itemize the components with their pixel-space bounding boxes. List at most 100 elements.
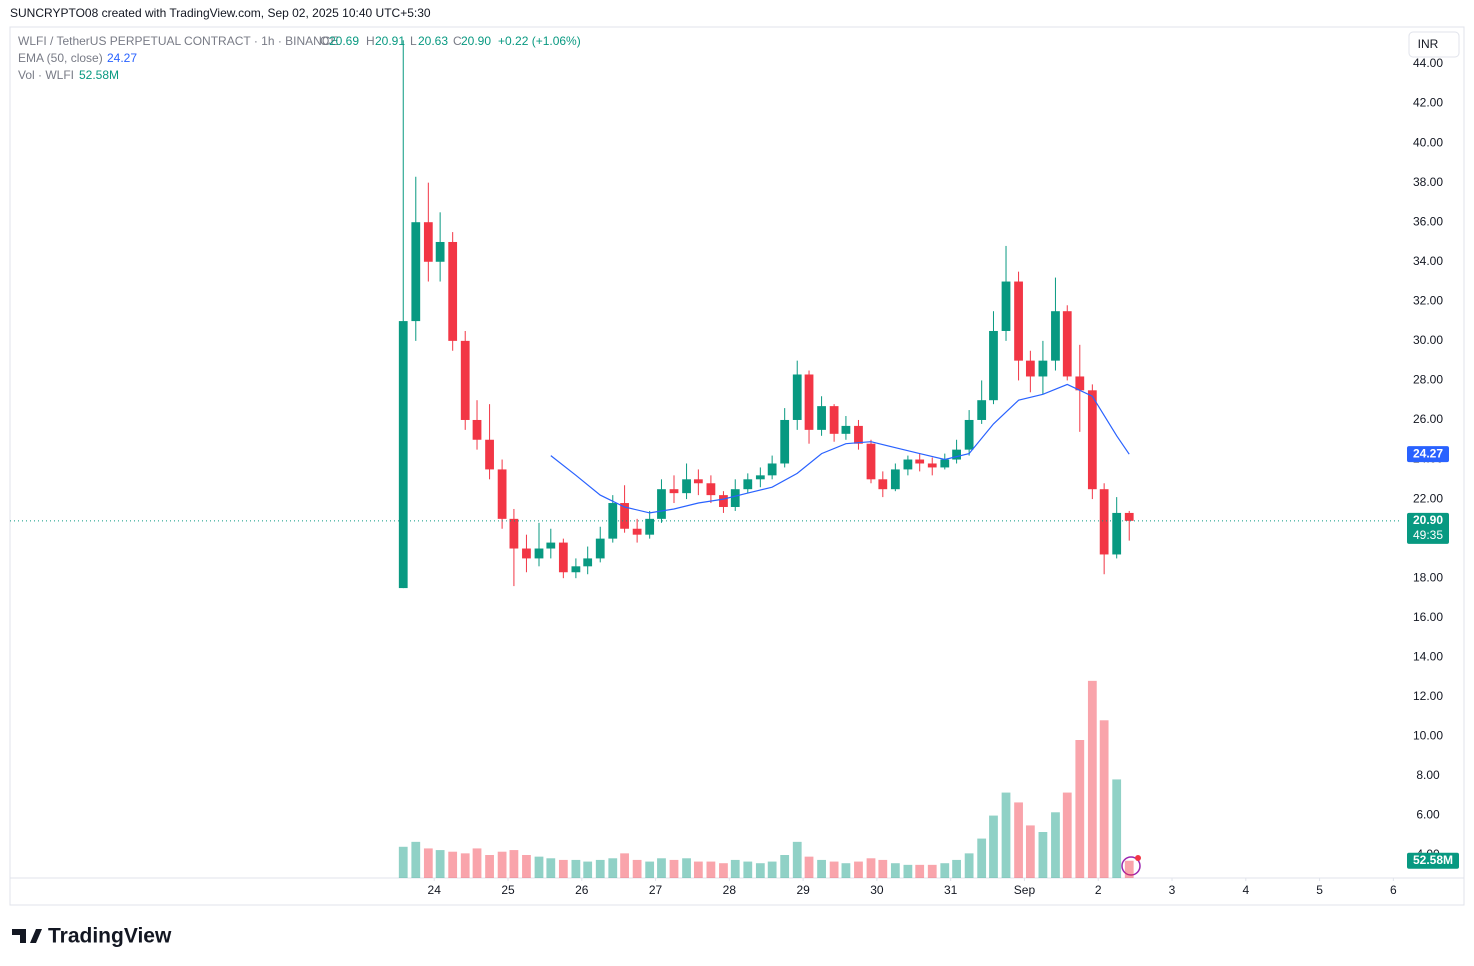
change: +0.22 (+1.06%) <box>498 34 581 48</box>
volume-bar <box>472 848 482 878</box>
vol-value: 52.58M <box>79 68 119 82</box>
candle-body <box>1051 311 1060 361</box>
volume-bar <box>534 856 544 878</box>
candle-body <box>854 425 863 444</box>
candle-body <box>767 463 777 476</box>
ema-tag-label: 24.27 <box>1413 446 1443 460</box>
volume-bar <box>755 863 765 878</box>
candle-body <box>878 479 888 490</box>
currency-button[interactable] <box>1408 31 1460 58</box>
volume-bar <box>1112 779 1122 878</box>
legend: WLFI / TetherUS PERPETUAL CONTRACT · 1h … <box>18 34 581 82</box>
candle-body <box>927 463 937 468</box>
symbol: WLFI / TetherUS PERPETUAL CONTRACT · 1h … <box>18 34 339 48</box>
candle-body <box>1062 311 1072 377</box>
x-tick-label: 28 <box>723 883 737 897</box>
volume-bar <box>448 851 458 878</box>
alert-icon[interactable] <box>1121 856 1141 876</box>
x-tick-label: 24 <box>428 883 442 897</box>
y-tick-label: 42.00 <box>1413 96 1443 110</box>
logo-icon <box>12 929 42 943</box>
alert-dot <box>1135 855 1141 861</box>
candle-body <box>1025 360 1035 377</box>
volume-bar <box>706 861 716 878</box>
candle-body <box>866 443 876 480</box>
volume-bar <box>804 856 814 878</box>
x-tick-label: 25 <box>501 883 515 897</box>
h-value: 20.91 <box>375 34 405 48</box>
candle-body <box>730 489 740 507</box>
volume-bar <box>1087 680 1097 878</box>
countdown: 49:35 <box>1413 528 1443 542</box>
volume-bar <box>669 859 679 878</box>
candle-body <box>780 419 790 464</box>
volume-bar <box>423 848 433 878</box>
candle-body <box>448 241 458 341</box>
volume-bar <box>866 858 876 878</box>
x-tick-label: 6 <box>1390 883 1397 897</box>
h-key: H <box>366 34 375 48</box>
volume-bar <box>1025 825 1035 878</box>
candle-body <box>460 340 470 420</box>
volume-bar <box>743 861 753 878</box>
candle-body <box>792 374 802 420</box>
volume-bar <box>522 855 531 878</box>
candle-body <box>693 479 703 484</box>
x-tick-label: 5 <box>1316 883 1323 897</box>
volume-tag <box>1407 852 1459 869</box>
volume-bar <box>497 851 507 878</box>
candle-body <box>1038 360 1048 377</box>
candle-body <box>583 558 593 567</box>
volume-bar <box>854 861 863 878</box>
volume-bar <box>1124 860 1134 878</box>
volume-bar <box>645 861 655 878</box>
candles <box>398 40 1134 878</box>
volume-bar <box>1014 802 1023 878</box>
ema-value: 24.27 <box>107 51 137 65</box>
volume-bar <box>817 859 826 878</box>
candle-body <box>817 406 826 430</box>
volume-bar <box>435 850 445 878</box>
candle-body <box>595 538 605 559</box>
o-value: 20.69 <box>329 34 359 48</box>
currency[interactable]: INR <box>1418 37 1439 51</box>
candle-body <box>682 479 691 494</box>
y-tick-label: 32.00 <box>1413 293 1443 307</box>
x-tick-label: 26 <box>575 883 589 897</box>
candle-body <box>743 479 753 490</box>
watermark: SUNCRYPTO08 created with TradingView.com… <box>10 6 431 20</box>
volume-bar <box>411 841 421 878</box>
candle-body <box>989 330 998 401</box>
last-price-label: 20.90 <box>1413 513 1443 527</box>
ema-tag <box>1407 446 1449 463</box>
x-tick-label: 2 <box>1095 883 1102 897</box>
x-tick-label: 30 <box>870 883 884 897</box>
candle-body <box>1014 281 1023 361</box>
volume-bar <box>977 838 987 878</box>
x-tick-label: 3 <box>1169 883 1176 897</box>
candle-body <box>890 469 900 490</box>
chart-frame <box>9 26 1465 906</box>
volume-bar <box>927 864 937 878</box>
candle-body <box>1075 376 1085 391</box>
volume-bar <box>1001 792 1011 878</box>
l-key: L <box>410 34 417 48</box>
x-tick-label: Sep <box>1014 883 1036 897</box>
ema-line <box>550 383 1130 514</box>
volume-bar <box>792 841 802 878</box>
volume-bar <box>509 850 519 878</box>
lightning-icon[interactable] <box>1121 855 1141 876</box>
candle-body <box>571 566 581 573</box>
ema-name: EMA (50, close) <box>18 51 103 65</box>
y-tick-label: 14.00 <box>1413 649 1443 663</box>
candle-body <box>940 459 950 468</box>
candle-body <box>509 518 519 549</box>
volume-bar <box>608 858 618 878</box>
candle-body <box>841 425 851 434</box>
y-tick-label: 16.00 <box>1413 610 1443 624</box>
y-tick-label: 34.00 <box>1413 254 1443 268</box>
y-tick-label: 12.00 <box>1413 689 1443 703</box>
x-tick-label: 27 <box>649 883 663 897</box>
